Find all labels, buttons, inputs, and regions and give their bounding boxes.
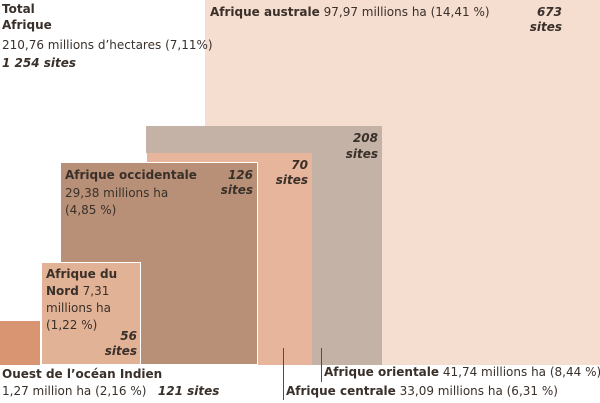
nord-sites-word: sites xyxy=(104,344,137,358)
centrale-pct: (6,31 %) xyxy=(506,384,558,398)
australe-name: Afrique australe xyxy=(210,5,320,19)
nord-area-num: 7,31 xyxy=(82,284,110,298)
leader-line-orientale xyxy=(321,348,322,382)
occidentale-name: Afrique occidentale xyxy=(65,168,197,182)
centrale-sites-num: 70 xyxy=(291,158,308,172)
square-afrique-du-nord xyxy=(41,262,141,365)
australe-area: 97,97 millions ha xyxy=(323,5,427,19)
total-title-line1: Total xyxy=(2,2,35,16)
total-area: 210,76 millions d’hectares (7,11%) xyxy=(2,38,213,53)
orientale-label: Afrique orientale 41,74 millions ha (8,4… xyxy=(324,365,600,380)
centrale-label: Afrique centrale 33,09 millions ha (6,31… xyxy=(286,384,558,399)
leader-line-centrale xyxy=(283,348,284,400)
total-sites: 1 254 sites xyxy=(2,56,77,70)
occidentale-pct: (4,85 %) xyxy=(65,203,117,217)
ocean-pct: (2,16 %) xyxy=(95,384,147,398)
orientale-name: Afrique orientale xyxy=(324,365,440,379)
orientale-area: 41,74 millions ha xyxy=(442,365,547,379)
nord-name-line2-text: Nord xyxy=(46,284,79,298)
occidentale-area: 29,38 millions ha xyxy=(65,186,169,200)
centrale-area: 33,09 millions ha xyxy=(399,384,503,398)
nord-sites-num: 56 xyxy=(120,329,137,343)
centrale-name: Afrique centrale xyxy=(286,384,396,398)
ocean-area-line: 1,27 million ha (2,16 %) 121 sites xyxy=(2,384,219,399)
nord-area-unit: millions ha xyxy=(46,301,111,315)
australe-sites-word: sites xyxy=(529,20,562,34)
nord-pct: (1,22 %) xyxy=(46,318,98,332)
centrale-sites-word: sites xyxy=(275,173,308,187)
ocean-name: Ouest de l’océan Indien xyxy=(2,367,163,381)
total-area-value: 210,76 millions d’hectares xyxy=(2,38,162,52)
nord-name-line1: Afrique du xyxy=(46,267,118,281)
orientale-sites-num: 208 xyxy=(352,131,378,145)
nord-name-line2: Nord 7,31 xyxy=(46,284,109,299)
australe-sites-num: 673 xyxy=(536,5,562,19)
occidentale-sites-num: 126 xyxy=(227,168,253,182)
occidentale-sites-word: sites xyxy=(220,183,253,197)
total-pct: (7,11%) xyxy=(165,38,213,52)
square-ouest-ocean-indien xyxy=(0,321,41,365)
ocean-sites: 121 sites xyxy=(157,384,220,398)
ocean-area: 1,27 million ha xyxy=(2,384,92,398)
orientale-pct: (8,44 %) xyxy=(549,365,600,379)
australe-pct: (14,41 %) xyxy=(430,5,490,19)
total-title-line2: Afrique xyxy=(2,18,52,32)
australe-label: Afrique australe 97,97 millions ha (14,4… xyxy=(210,5,490,20)
orientale-sites-word: sites xyxy=(345,147,378,161)
